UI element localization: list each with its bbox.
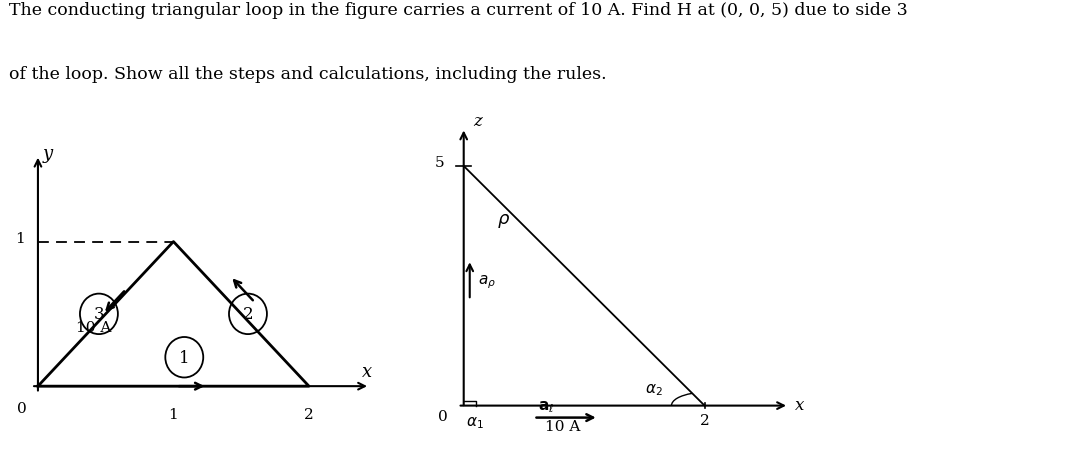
Text: $\mathbf{a}_\ell$: $\mathbf{a}_\ell$: [539, 399, 555, 414]
Text: 0: 0: [438, 409, 448, 423]
Text: 0: 0: [17, 401, 26, 415]
Text: $\rho$: $\rho$: [498, 212, 511, 230]
Text: $\alpha_2$: $\alpha_2$: [645, 381, 663, 397]
Text: x: x: [362, 362, 372, 380]
Text: The conducting triangular loop in the figure carries a current of 10 A. Find H a: The conducting triangular loop in the fi…: [9, 2, 907, 19]
Text: 2: 2: [305, 407, 313, 421]
Text: 3: 3: [93, 306, 104, 323]
Text: 10 A: 10 A: [545, 419, 580, 433]
Text: 2: 2: [243, 306, 254, 323]
Text: of the loop. Show all the steps and calculations, including the rules.: of the loop. Show all the steps and calc…: [9, 66, 606, 83]
Text: y: y: [42, 144, 52, 162]
Text: 5: 5: [435, 156, 444, 170]
Text: $a_\rho$: $a_\rho$: [478, 273, 496, 290]
Text: 10 A: 10 A: [76, 320, 112, 334]
Text: z: z: [474, 113, 482, 130]
Text: 2: 2: [700, 413, 709, 427]
Text: 1: 1: [179, 349, 190, 366]
Text: 1: 1: [15, 231, 25, 245]
Text: 1: 1: [169, 407, 178, 421]
Text: $\alpha_1$: $\alpha_1$: [466, 415, 483, 430]
Text: x: x: [795, 397, 804, 414]
